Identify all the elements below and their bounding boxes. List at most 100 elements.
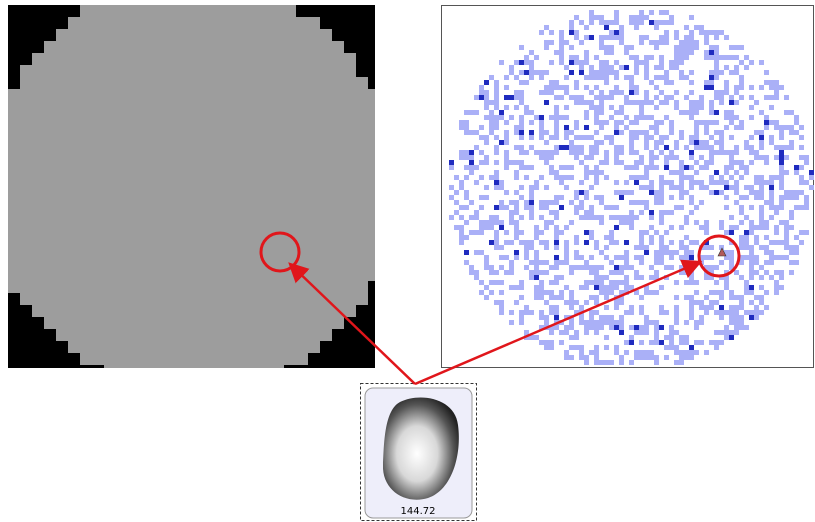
map-pixel	[494, 120, 499, 125]
map-pixel	[649, 155, 654, 160]
wafer-tile	[104, 149, 116, 161]
map-pixel	[554, 260, 559, 265]
map-pixel	[574, 155, 579, 160]
map-pixel	[484, 195, 489, 200]
wafer-tile	[56, 233, 68, 245]
map-pixel	[629, 335, 634, 340]
map-pixel	[534, 225, 539, 230]
map-pixel	[774, 255, 779, 260]
map-pixel	[624, 255, 629, 260]
map-pixel	[554, 110, 559, 115]
map-pixel	[549, 310, 554, 315]
map-pixel	[704, 35, 709, 40]
wafer-tile	[284, 341, 296, 353]
map-pixel	[639, 115, 644, 120]
map-pixel	[594, 345, 599, 350]
map-pixel	[494, 245, 499, 250]
map-pixel	[764, 95, 769, 100]
wafer-tile	[308, 341, 320, 353]
wafer-tile	[248, 125, 260, 137]
wafer-tile	[140, 305, 152, 317]
map-pixel	[754, 155, 759, 160]
map-pixel	[659, 260, 664, 265]
wafer-tile	[308, 317, 320, 329]
map-pixel	[524, 250, 529, 255]
wafer-tile	[284, 53, 296, 65]
wafer-tile	[92, 173, 104, 185]
map-pixel	[609, 240, 614, 245]
map-pixel	[694, 45, 699, 50]
map-pixel	[714, 265, 719, 270]
wafer-tile	[260, 5, 272, 17]
wafer-tile	[212, 89, 224, 101]
map-pixel	[494, 100, 499, 105]
map-pixel	[799, 155, 804, 160]
map-pixel	[689, 315, 694, 320]
wafer-tile	[212, 65, 224, 77]
map-pixel	[544, 240, 549, 245]
map-pixel	[514, 105, 519, 110]
wafer-tile	[128, 77, 140, 89]
map-pixel	[594, 350, 599, 355]
map-pixel	[564, 105, 569, 110]
map-pixel	[684, 335, 689, 340]
wafer-tile	[80, 257, 92, 269]
map-pixel	[669, 120, 674, 125]
wafer-tile	[308, 233, 320, 245]
map-pixel	[799, 180, 804, 185]
wafer-tile	[212, 29, 224, 41]
wafer-tile	[32, 209, 44, 221]
map-pixel	[749, 85, 754, 90]
wafer-tile	[116, 137, 128, 149]
map-pixel	[694, 140, 699, 145]
map-pixel	[624, 265, 629, 270]
map-pixel	[594, 130, 599, 135]
map-pixel	[719, 305, 724, 310]
map-pixel	[689, 305, 694, 310]
map-pixel	[584, 25, 589, 30]
map-pixel	[789, 195, 794, 200]
map-pixel	[599, 15, 604, 20]
map-pixel	[584, 165, 589, 170]
map-pixel	[654, 20, 659, 25]
map-pixel	[574, 30, 579, 35]
map-pixel	[664, 165, 669, 170]
map-pixel	[604, 155, 609, 160]
map-pixel	[594, 15, 599, 20]
map-pixel	[479, 290, 484, 295]
map-pixel	[694, 110, 699, 115]
map-pixel	[549, 135, 554, 140]
wafer-tile	[224, 341, 236, 353]
map-pixel	[719, 140, 724, 145]
wafer-tile	[368, 125, 375, 137]
map-pixel	[624, 250, 629, 255]
map-pixel	[609, 95, 614, 100]
map-pixel	[499, 115, 504, 120]
wafer-tile	[236, 293, 248, 305]
map-pixel	[629, 200, 634, 205]
wafer-tile	[332, 77, 344, 89]
map-pixel	[614, 30, 619, 35]
wafer-tile	[68, 149, 80, 161]
map-pixel	[554, 150, 559, 155]
wafer-tile	[188, 329, 200, 341]
map-pixel	[584, 260, 589, 265]
wafer-tile	[200, 161, 212, 173]
map-pixel	[574, 35, 579, 40]
map-pixel	[749, 265, 754, 270]
map-pixel	[534, 185, 539, 190]
map-pixel	[664, 310, 669, 315]
map-pixel	[659, 195, 664, 200]
map-pixel	[604, 345, 609, 350]
wafer-tile	[224, 281, 236, 293]
map-pixel	[664, 75, 669, 80]
wafer-tile	[356, 89, 368, 101]
map-pixel	[549, 290, 554, 295]
wafer-tile	[356, 77, 368, 89]
wafer-tile	[104, 137, 116, 149]
map-pixel	[544, 150, 549, 155]
map-pixel	[734, 180, 739, 185]
map-pixel	[589, 150, 594, 155]
wafer-tile	[296, 77, 308, 89]
map-pixel	[564, 325, 569, 330]
